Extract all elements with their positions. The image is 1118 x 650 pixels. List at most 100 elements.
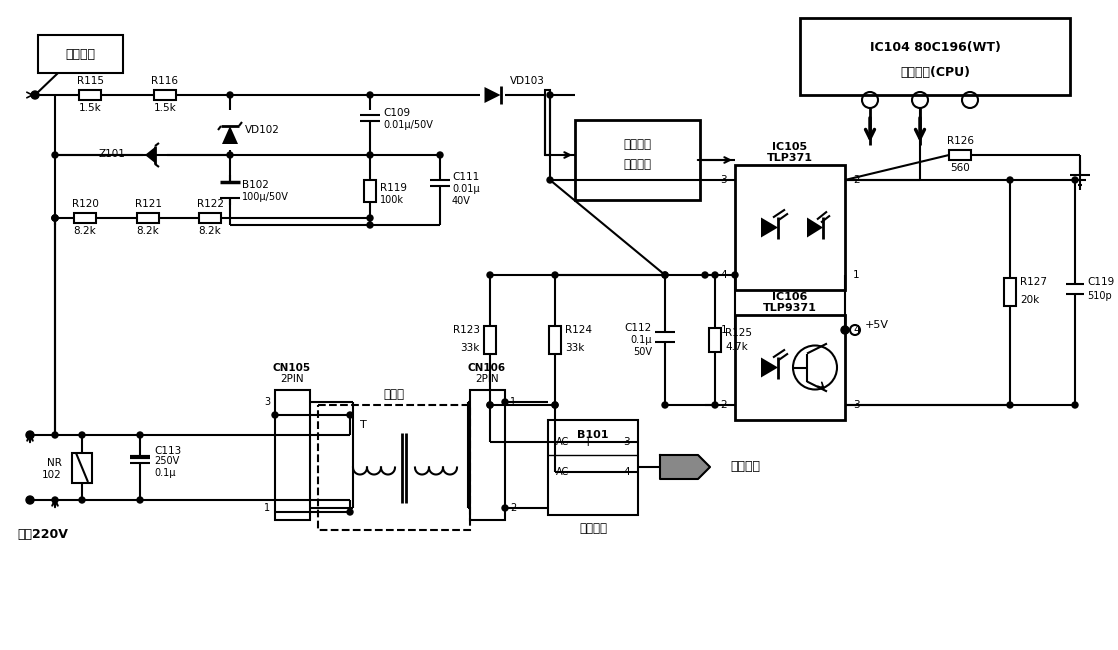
Text: 1.5k: 1.5k (78, 103, 102, 113)
Bar (38, 35, 123, 73)
Text: 4: 4 (720, 270, 727, 280)
Text: 8.2k: 8.2k (199, 226, 221, 236)
Polygon shape (807, 218, 823, 237)
Text: 交流220V: 交流220V (17, 528, 68, 541)
Bar (470, 390, 505, 520)
Text: CN105: CN105 (273, 363, 311, 373)
Text: 2: 2 (510, 503, 517, 513)
Bar (549, 326, 561, 354)
Bar (74, 213, 96, 223)
Bar (735, 315, 845, 420)
Text: 0.01μ: 0.01μ (452, 184, 480, 194)
Circle shape (347, 509, 353, 515)
Bar (138, 213, 159, 223)
Text: 2: 2 (853, 175, 860, 185)
Text: +: + (582, 436, 594, 448)
Polygon shape (222, 126, 238, 144)
Circle shape (841, 326, 849, 334)
Text: C113: C113 (154, 446, 181, 456)
Text: 0.01μ/50V: 0.01μ/50V (383, 120, 433, 130)
Circle shape (702, 272, 708, 278)
Bar (484, 326, 496, 354)
Bar (199, 213, 221, 223)
Circle shape (53, 215, 58, 221)
Circle shape (53, 215, 58, 221)
Circle shape (552, 272, 558, 278)
Text: 通信接口: 通信接口 (65, 47, 95, 60)
Circle shape (53, 432, 58, 438)
Text: VD102: VD102 (245, 125, 280, 135)
Circle shape (552, 402, 558, 408)
Bar (544, 90, 550, 155)
Text: 8.2k: 8.2k (74, 226, 96, 236)
Text: 2PIN: 2PIN (475, 374, 499, 384)
Text: IC104 80C196(WT): IC104 80C196(WT) (870, 42, 1001, 55)
Text: 4: 4 (853, 325, 860, 335)
Text: R115: R115 (76, 76, 104, 86)
Circle shape (53, 497, 58, 503)
Text: IC105: IC105 (773, 142, 807, 152)
Bar (154, 90, 176, 100)
Text: R124: R124 (565, 325, 593, 335)
Text: 102: 102 (42, 470, 61, 480)
Text: 微处理器(CPU): 微处理器(CPU) (900, 66, 970, 79)
Circle shape (367, 215, 373, 221)
Circle shape (547, 92, 553, 98)
Text: 整流硅桥: 整流硅桥 (579, 523, 607, 536)
Text: C111: C111 (452, 172, 480, 182)
Text: 100μ/50V: 100μ/50V (241, 192, 288, 202)
Bar (275, 390, 310, 520)
Circle shape (138, 432, 143, 438)
Text: 0.1μ: 0.1μ (631, 335, 652, 345)
Circle shape (487, 272, 493, 278)
Text: C119: C119 (1087, 277, 1115, 287)
Text: 510p: 510p (1087, 291, 1111, 301)
Text: 250V: 250V (154, 456, 179, 466)
Circle shape (732, 272, 738, 278)
Text: +5V: +5V (865, 320, 889, 330)
Bar (735, 165, 845, 290)
Text: 2PIN: 2PIN (281, 374, 304, 384)
Circle shape (502, 505, 508, 511)
Circle shape (53, 215, 58, 221)
Circle shape (437, 152, 443, 158)
Text: 1.5k: 1.5k (153, 103, 177, 113)
Text: 2: 2 (720, 400, 727, 410)
Text: C109: C109 (383, 108, 410, 118)
Text: 1: 1 (510, 397, 517, 407)
Text: R122: R122 (197, 199, 224, 209)
Text: IC106: IC106 (773, 292, 807, 302)
Text: 100k: 100k (380, 195, 404, 205)
Polygon shape (761, 218, 778, 237)
Text: R116: R116 (152, 76, 179, 86)
Text: Z101: Z101 (98, 149, 125, 159)
Text: 3: 3 (264, 397, 271, 407)
Text: R126: R126 (947, 136, 974, 146)
Text: CN106: CN106 (468, 363, 506, 373)
Circle shape (1007, 402, 1013, 408)
Circle shape (662, 272, 667, 278)
Text: -: - (582, 465, 587, 478)
Text: 4.7k: 4.7k (724, 342, 748, 352)
Polygon shape (145, 147, 155, 163)
Text: 1: 1 (853, 270, 860, 280)
Polygon shape (761, 358, 778, 378)
Polygon shape (660, 455, 710, 479)
Text: 3: 3 (623, 437, 629, 447)
Text: 变压器: 变压器 (383, 389, 405, 402)
Text: 1: 1 (264, 503, 271, 513)
Text: 检测电路: 检测电路 (624, 159, 652, 172)
Text: B102: B102 (241, 180, 268, 190)
Bar (318, 405, 470, 530)
Circle shape (31, 91, 39, 99)
Circle shape (662, 272, 667, 278)
Text: 1: 1 (720, 325, 727, 335)
Circle shape (487, 402, 493, 408)
Text: 8.2k: 8.2k (136, 226, 160, 236)
Text: R120: R120 (72, 199, 98, 209)
Bar (548, 420, 638, 515)
Bar (575, 120, 700, 200)
Circle shape (347, 412, 353, 418)
Circle shape (487, 402, 493, 408)
Text: TLP9371: TLP9371 (764, 303, 817, 313)
